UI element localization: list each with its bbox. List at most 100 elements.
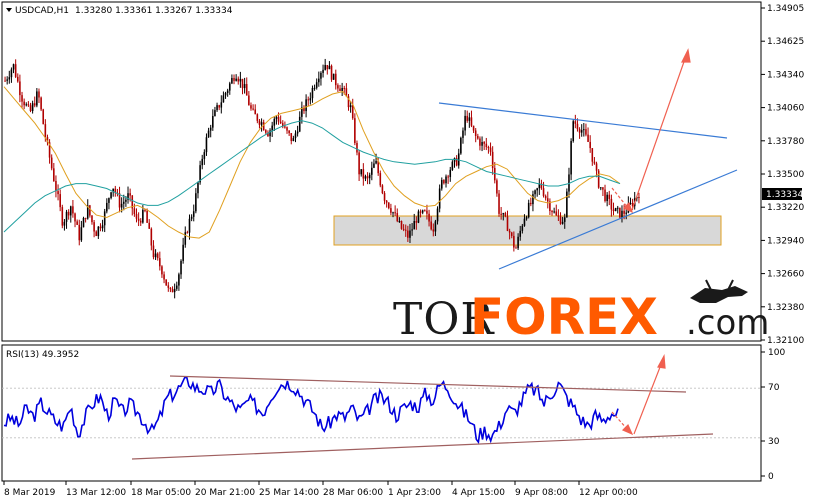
candle xyxy=(205,133,208,156)
candle xyxy=(373,159,375,169)
price-tick-label: 1.32940 xyxy=(767,236,804,246)
candle xyxy=(80,220,83,242)
candle xyxy=(332,73,335,80)
dropdown-triangle-icon[interactable] xyxy=(6,8,12,12)
time-tick-label: 9 Apr 08:00 xyxy=(515,488,568,498)
candle xyxy=(131,194,134,216)
candle xyxy=(313,84,316,91)
candle xyxy=(224,91,227,99)
candle xyxy=(203,149,206,165)
candle xyxy=(169,287,172,293)
candle xyxy=(392,211,394,218)
candle xyxy=(322,64,324,78)
candle xyxy=(95,230,98,237)
candle xyxy=(419,209,422,218)
candle xyxy=(197,181,199,199)
candle xyxy=(245,77,248,96)
candle xyxy=(383,191,386,205)
candle xyxy=(254,104,257,115)
candle xyxy=(25,102,28,107)
watermark-tor: TOR xyxy=(393,294,495,345)
candle xyxy=(135,208,138,223)
candle xyxy=(93,219,95,238)
candle xyxy=(154,249,157,261)
candle xyxy=(337,83,339,92)
candle xyxy=(214,106,216,117)
candle xyxy=(74,212,76,228)
price-tick-label: 1.32660 xyxy=(767,270,804,280)
candle xyxy=(279,115,282,124)
candle xyxy=(309,92,312,105)
candle xyxy=(587,127,589,143)
candle xyxy=(591,148,594,166)
candle xyxy=(201,154,204,170)
watermark-com: .com xyxy=(686,303,769,343)
candle xyxy=(69,205,72,223)
ohlc-header: 1.33280 1.33361 1.33267 1.33334 xyxy=(75,6,233,16)
candle xyxy=(434,219,437,237)
rsi-tick-label: 30 xyxy=(768,437,780,447)
candle xyxy=(146,208,148,223)
candle xyxy=(538,178,541,195)
candle xyxy=(527,199,530,219)
candle xyxy=(477,133,479,140)
candle xyxy=(171,286,174,293)
upper-trendline xyxy=(438,102,728,139)
candle xyxy=(430,216,432,231)
candle xyxy=(296,125,299,137)
candle xyxy=(10,67,13,83)
candle xyxy=(413,213,416,230)
candle xyxy=(394,205,396,216)
candle xyxy=(360,169,363,177)
price-tick-label: 1.34340 xyxy=(767,70,804,80)
candle xyxy=(364,174,367,182)
candle xyxy=(91,215,93,225)
candle xyxy=(610,194,613,217)
candle xyxy=(483,141,485,150)
price-forecast-arrow xyxy=(611,48,691,214)
candle xyxy=(275,114,278,125)
candle xyxy=(440,177,443,191)
candle xyxy=(180,259,182,279)
candle xyxy=(576,118,579,132)
candle xyxy=(53,162,55,182)
time-tick-label: 20 Mar 21:00 xyxy=(195,488,255,498)
candle xyxy=(638,192,640,204)
candle xyxy=(207,127,210,138)
candle xyxy=(508,228,511,240)
time-tick-label: 12 Apr 00:00 xyxy=(579,488,638,498)
candle xyxy=(21,91,23,109)
candle xyxy=(339,84,341,92)
candle xyxy=(188,214,191,240)
axes: 1.34905 1.34625 1.34340 1.34060 1.33780 1.335… xyxy=(3,4,804,498)
candle xyxy=(6,76,8,85)
candle xyxy=(258,118,261,129)
candle xyxy=(354,113,356,146)
candle xyxy=(235,74,237,82)
candle xyxy=(19,74,21,103)
candle xyxy=(48,139,51,164)
candle xyxy=(563,213,566,229)
candle xyxy=(175,281,178,291)
candle xyxy=(621,205,623,223)
candle xyxy=(559,212,562,225)
candle xyxy=(195,188,197,214)
candle xyxy=(371,161,373,181)
candle xyxy=(12,63,15,74)
candle xyxy=(602,187,604,197)
price-tick-label: 1.33780 xyxy=(767,137,804,147)
candle xyxy=(290,133,293,145)
moving-average-2 xyxy=(3,120,621,233)
candle xyxy=(152,240,155,260)
candle xyxy=(580,124,583,137)
candle xyxy=(118,186,121,213)
price-tick-label: 1.33220 xyxy=(767,203,804,213)
rsi-label: RSI(13) 49.3952 xyxy=(6,350,79,360)
candle xyxy=(298,111,301,133)
candle xyxy=(606,192,608,207)
candle xyxy=(572,119,575,143)
candle xyxy=(127,186,129,204)
candle xyxy=(555,204,558,216)
candle xyxy=(40,96,42,112)
candle xyxy=(432,223,435,237)
